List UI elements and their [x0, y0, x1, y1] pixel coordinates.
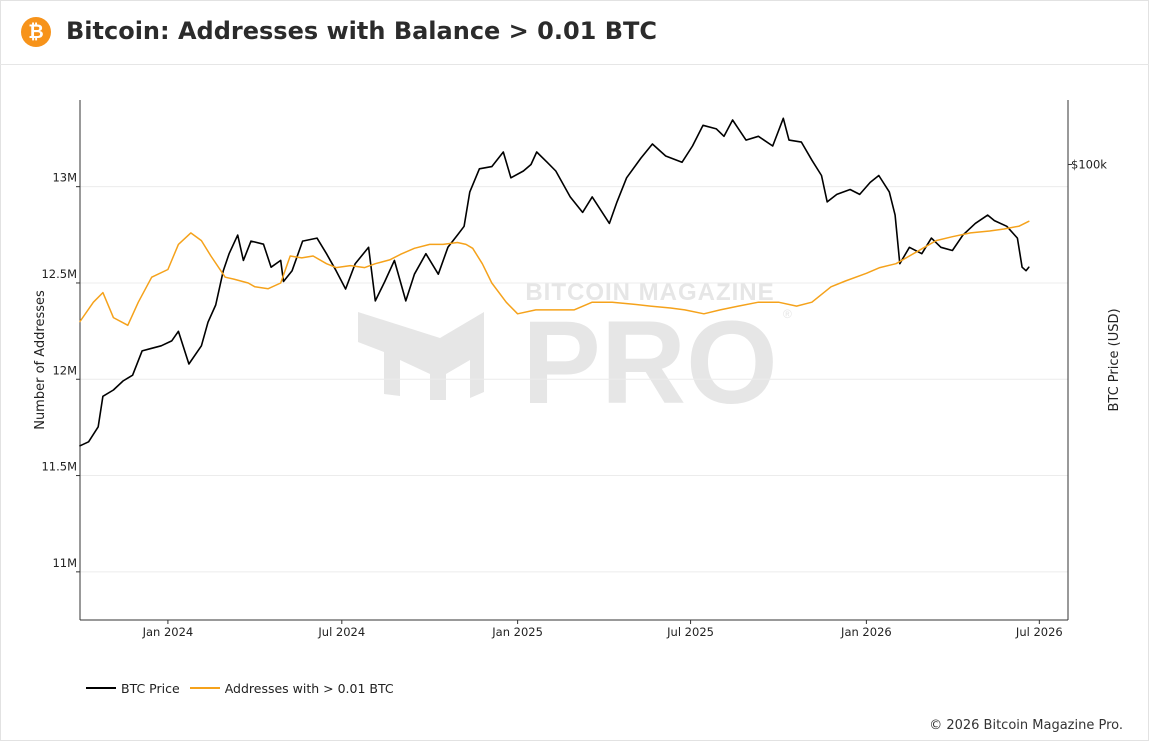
- watermark-top-text: BITCOIN MAGAZINE: [525, 279, 774, 306]
- axes: [79, 100, 1069, 621]
- watermark-main-text: PRO: [522, 297, 778, 429]
- legend-label: BTC Price: [121, 680, 180, 696]
- axis-labels: 11M 11.5M 12M 12.5M 13M $100k Jan 2024 Jul 2024…: [33, 157, 1122, 639]
- x-tick-label: Jul 2026: [1015, 625, 1063, 639]
- y-right-axis-title: BTC Price (USD): [1107, 308, 1122, 411]
- legend-swatch-addresses: [189, 687, 220, 689]
- legend-label: Addresses with > 0.01 BTC: [224, 680, 394, 696]
- chart-header: ₿ Bitcoin: Addresses with Balance > 0.01…: [0, 0, 1149, 65]
- series-lines[interactable]: [79, 117, 1030, 447]
- x-tick-label: Jul 2024: [317, 625, 365, 639]
- y-right-tick-label: $100k: [1071, 157, 1107, 171]
- watermark-emblem-icon: [358, 312, 484, 400]
- grid-lines: [76, 163, 1072, 624]
- y-left-axis-title: Number of Addresses: [33, 290, 48, 430]
- x-tick-label: Jan 2026: [840, 625, 892, 639]
- copyright-notice: © 2026 Bitcoin Magazine Pro.: [929, 718, 1123, 733]
- y-left-tick-label: 12.5M: [41, 267, 77, 281]
- watermark-registered-mark: ®: [783, 307, 792, 321]
- legend-item-btc-price[interactable]: BTC Price: [86, 681, 180, 696]
- bitcoin-logo-icon: ₿: [21, 17, 51, 47]
- y-left-tick-label: 11M: [52, 556, 77, 570]
- legend-item-addresses[interactable]: Addresses with > 0.01 BTC: [189, 680, 394, 696]
- legend-swatch-btc-price: [86, 687, 116, 689]
- x-tick-label: Jul 2025: [666, 625, 714, 639]
- y-left-tick-label: 11.5M: [41, 460, 77, 474]
- x-tick-label: Jan 2024: [142, 625, 194, 639]
- y-left-tick-label: 12M: [52, 363, 77, 377]
- page-title: Bitcoin: Addresses with Balance > 0.01 B…: [66, 17, 657, 45]
- x-tick-label: Jan 2025: [491, 625, 543, 639]
- series-line-addresses[interactable]: [79, 220, 1030, 327]
- legend: BTC Price Addresses with > 0.01 BTC: [86, 680, 404, 696]
- y-left-tick-label: 13M: [52, 171, 77, 185]
- series-line-btc-price[interactable]: [79, 117, 1030, 447]
